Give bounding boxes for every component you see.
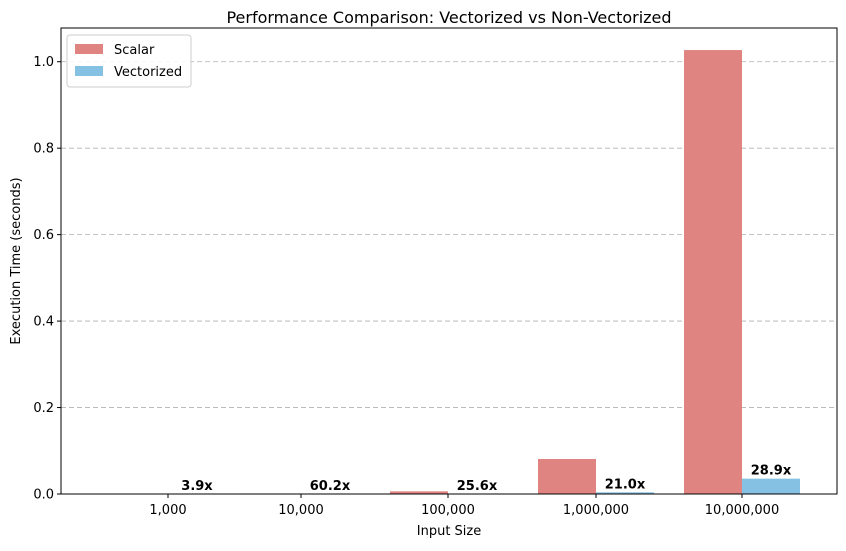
x-axis-label: Input Size bbox=[417, 524, 481, 539]
y-tick-label: 0.2 bbox=[33, 401, 54, 416]
bars-layer bbox=[110, 50, 800, 494]
legend: Scalar Vectorized bbox=[67, 35, 191, 87]
legend-label-scalar: Scalar bbox=[114, 43, 155, 58]
bar-vectorized bbox=[742, 479, 800, 494]
y-tick-label: 1.0 bbox=[33, 55, 54, 70]
chart-title: Performance Comparison: Vectorized vs No… bbox=[226, 8, 671, 27]
speedup-label: 25.6x bbox=[457, 479, 498, 494]
y-tick-label: 0.8 bbox=[33, 142, 54, 157]
y-tick-label: 0.0 bbox=[33, 488, 54, 503]
x-axis: 1,000 10,000 100,000 1,000,000 10,000,000 bbox=[149, 494, 779, 518]
legend-swatch-scalar bbox=[75, 44, 103, 54]
speedup-label: 3.9x bbox=[181, 479, 213, 494]
y-tick-label: 0.6 bbox=[33, 228, 54, 243]
bar-scalar bbox=[538, 459, 596, 494]
x-tick-label: 100,000 bbox=[421, 503, 475, 518]
x-tick-label: 10,000 bbox=[278, 503, 324, 518]
y-axis-label: Execution Time (seconds) bbox=[9, 177, 24, 344]
speedup-label: 28.9x bbox=[751, 464, 792, 479]
legend-swatch-vectorized bbox=[75, 66, 103, 76]
x-tick-label: 1,000,000 bbox=[563, 503, 629, 518]
x-tick-label: 1,000 bbox=[149, 503, 186, 518]
speedup-label: 21.0x bbox=[605, 477, 646, 492]
legend-label-vectorized: Vectorized bbox=[114, 65, 182, 80]
y-axis: 0.0 0.2 0.4 0.6 0.8 1.0 bbox=[33, 55, 61, 502]
bar-scalar bbox=[684, 50, 742, 494]
x-tick-label: 10,000,000 bbox=[705, 503, 779, 518]
y-tick-label: 0.4 bbox=[33, 315, 54, 330]
speedup-label: 60.2x bbox=[310, 479, 351, 494]
